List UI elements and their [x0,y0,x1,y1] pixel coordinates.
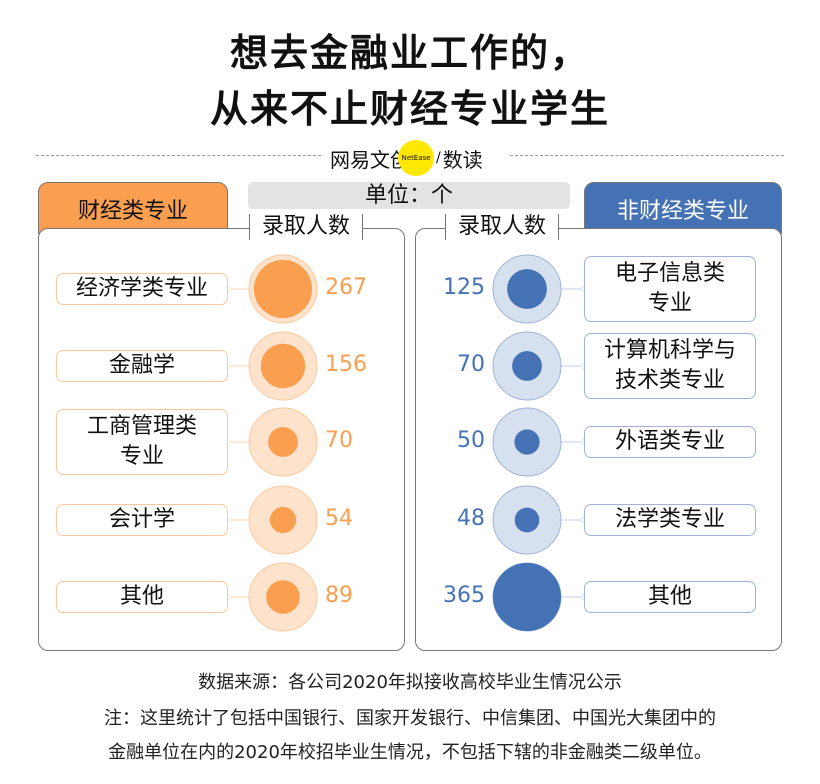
bubble-外语类专业 [514,429,540,455]
finance-column-header: 录取人数 [249,214,364,240]
category-label: 金融学 [56,350,228,382]
footer-note-2: 金融单位在内的2020年校招毕业生情况，不包括下辖的非金融类二级单位。 [108,742,712,763]
value-label: 54 [325,506,353,531]
logo-badge: NetEase [398,140,434,176]
logo-text: 网易文创 [330,147,410,172]
value-label: 48 [457,506,485,531]
logo-slash: / [436,150,441,166]
category-label: 工商管理类 专业 [56,409,228,475]
bubble-计算机科学与技术类专业 [512,351,542,381]
category-label: 其他 [584,581,756,613]
category-label: 其他 [56,581,228,613]
unit-label: 单位：个 [248,182,570,209]
finance-tab: 财经类专业 [38,182,228,234]
title-line-2: 从来不止财经专业学生 [209,87,610,131]
logo: 网易文创 NetEase / 数读 [330,140,483,176]
bubble-工商管理类专业 [268,427,298,457]
category-label: 经济学类专业 [56,273,228,305]
category-label: 会计学 [56,504,228,536]
logo-suffix: 数读 [442,147,483,172]
title-line-1: 想去金融业工作的， [229,31,590,75]
value-label: 125 [443,275,485,300]
value-label: 70 [325,428,353,453]
footer-note-1: 注：这里统计了包括中国银行、国家开发银行、中信集团、中国光大集团中的 [104,708,716,729]
category-label: 外语类专业 [584,426,756,458]
bubble-电子信息类专业 [507,269,547,309]
value-label: 267 [325,275,367,300]
non-finance-column-header: 录取人数 [445,214,560,240]
value-label: 50 [457,428,485,453]
category-label: 计算机科学与 技术类专业 [584,333,756,399]
category-label: 法学类专业 [584,504,756,536]
bubble-其他 [266,580,300,614]
category-label: 电子信息类 专业 [584,256,756,322]
bubble-经济学类专业 [253,259,313,319]
value-label: 70 [457,352,485,377]
footer-source: 数据来源：各公司2020年拟接收高校毕业生情况公示 [198,672,622,693]
bubble-会计学 [269,506,297,534]
non-finance-tab: 非财经类专业 [584,182,782,234]
value-label: 365 [443,583,485,608]
divider [36,155,321,156]
bubble-金融学 [260,343,306,389]
divider [510,155,784,156]
bubble-其他 [493,563,561,631]
value-label: 156 [325,352,367,377]
value-label: 89 [325,583,353,608]
bubble-法学类专业 [514,507,540,533]
